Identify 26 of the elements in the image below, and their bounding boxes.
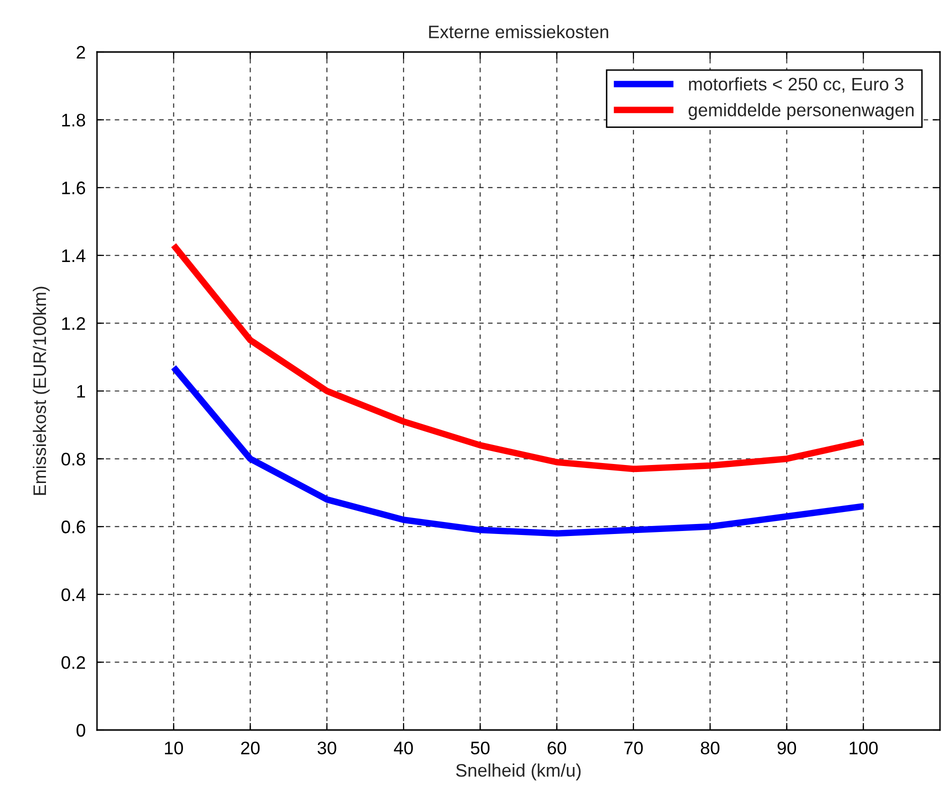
y-tick-label: 0.4: [61, 588, 86, 602]
x-tick-label: 70: [624, 742, 643, 754]
chart-title: Externe emissiekosten: [429, 25, 608, 38]
x-tick-label: 100: [850, 742, 878, 754]
legend-label: motorfiets < 250 cc, Euro 3: [689, 77, 904, 93]
x-tick-label: 80: [700, 742, 720, 754]
y-axis-title: Emissiekost (EUR/100km): [32, 286, 50, 495]
x-tick-label: 20: [241, 742, 260, 754]
x-tick-label: 10: [164, 742, 183, 754]
y-tick-label: 1: [77, 385, 86, 398]
x-tick-label: 40: [394, 742, 413, 754]
y-tick-label: 1.6: [62, 182, 86, 194]
y-tick-label: 0.2: [61, 656, 85, 669]
legend-label: gemiddelde personenwagen: [688, 103, 914, 120]
y-tick-label: 2: [76, 46, 85, 59]
x-tick-label: 90: [778, 742, 796, 754]
y-tick-label: 1.4: [62, 250, 86, 262]
y-tick-label: 0.6: [61, 520, 86, 534]
x-tick-label: 60: [548, 742, 566, 754]
y-tick-label: 1.2: [62, 317, 85, 330]
y-tick-label: 1.8: [62, 114, 86, 127]
y-tick-label: 0.8: [61, 452, 86, 466]
y-tick-label: 0: [76, 724, 86, 737]
x-tick-label: 30: [318, 742, 336, 754]
x-axis-title: Snelheid (km/u): [456, 764, 581, 780]
x-tick-label: 50: [470, 742, 490, 754]
